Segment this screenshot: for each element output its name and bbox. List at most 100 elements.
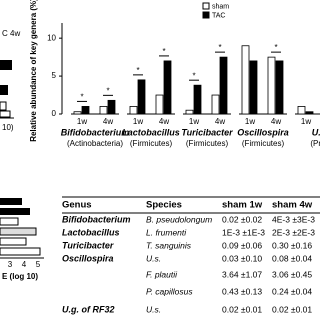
table-cell: U.s. [146,253,161,263]
group-phylum: (Firmicutes) [242,139,285,148]
fragment-bar [0,247,41,256]
group-phylum: (Actinobacteria) [67,139,123,148]
legend-swatch [202,11,210,19]
fragment-bar [0,198,22,205]
table-cell: 0.08 ±0.04 [272,253,312,263]
bar [211,94,220,115]
group-label: Turicibacter [181,127,233,137]
table-cell: 4E-3 ±3E-3 [272,214,315,224]
table-cell: 0.24 ±0.04 [272,286,312,296]
bar [163,60,172,115]
bar [185,109,194,115]
table-cell: 0.02 ±0.02 [222,214,262,224]
group-phylum: (Prof [310,139,320,148]
fragment-bar [0,101,7,111]
significance: * [106,86,109,95]
x-tick-label: 4w [215,117,225,126]
significance: * [192,71,195,80]
fragment-bar [0,208,30,215]
y-tick-label: 5 [52,71,57,80]
significance: * [274,43,277,52]
fragment-tick: 5 [36,260,41,269]
x-tick-label: 1w [245,117,255,126]
bar [275,60,284,115]
x-tick-label: 1w [189,117,199,126]
table: Genus Species sham 1w sham 4w Bifidobacteriu… [62,196,320,314]
legend-label: TAC [212,12,225,19]
table-cell: 3.06 ±0.45 [272,269,312,279]
bar [99,106,108,115]
table-header: Species [146,200,182,211]
table-cell: L. frumenti [146,227,187,237]
group-label: Lactobacillus [122,127,180,137]
y-tick-label: 0 [52,109,57,118]
table-cell: U.s. [146,304,161,314]
bar [81,106,90,115]
group-phylum: (Firmicutes) [186,139,229,148]
fragment-bar [0,217,19,226]
fragment-bar [0,85,8,95]
bar [219,56,228,115]
x-tick-label: 1w [77,117,87,126]
x-tick-label: 4w [103,117,113,126]
group-phylum: (Firmicutes) [130,139,173,148]
table-cell: 0.30 ±0.16 [272,240,312,250]
bar [137,79,146,115]
table-cell: T. sanguinis [146,240,192,250]
bar [193,84,202,115]
fragment-tick: 3 [8,260,13,269]
table-cell: 0.43 ±0.13 [222,286,262,296]
table-cell: 0.09 ±0.06 [222,240,262,250]
legend: sham TAC [202,2,229,19]
table-cell: 0.02 ±0.01 [272,304,312,314]
x-tick-label: 1w [133,117,143,126]
table-header: sham 4w [272,200,313,211]
bar [155,94,164,115]
fragment-bar [0,227,37,236]
table-cell: 0.02 ±0.01 [222,304,262,314]
significance: * [218,43,221,52]
x-tick-label: 4w [271,117,281,126]
table-cell: 1E-3 ±1E-3 [222,227,265,237]
table-cell: B. pseudolongum [146,214,212,224]
fragment-axis-label: E (log 10) [2,272,38,281]
table-cell: Oscillospira [62,253,114,263]
table-cell: Bifidobacterium [62,214,131,224]
significance: * [136,66,139,75]
bar [249,60,258,115]
fragment-bar [0,110,11,118]
fragment-tick: 4 [22,260,27,269]
significance: * [162,47,165,56]
bar-chart: 0 5 10 Bifidobacterium (Actinobacteria) Lacto… [47,33,320,148]
fragment-bar [0,237,27,246]
table-cell: 2E-3 ±2E-3 [272,227,315,237]
group-label: Oscillospira [237,127,289,137]
table-cell: 0.03 ±0.10 [222,253,262,263]
group-label: Bifidobacterium [61,127,130,137]
group-label: U.g [312,127,320,137]
x-tick-label: 4w [159,117,169,126]
x-tick-label: 1w [301,117,311,126]
significance: * [80,93,83,102]
bar [241,45,250,115]
table-cell: Lactobacillus [62,227,120,237]
y-axis-label: Relative abundance of key genera (%) [29,0,38,142]
table-cell: 3.64 ±1.07 [222,269,262,279]
bar [305,111,314,115]
bar [73,111,82,115]
table-cell: Turicibacter [62,240,114,250]
y-tick-label: 10 [47,33,56,42]
bar [267,56,276,115]
fragment-title: C 4w [2,29,20,38]
table-cell: U.g. of RF32 [62,304,115,314]
table-cell: F. plautii [146,269,178,279]
bar [297,106,306,115]
legend-swatch [202,2,210,10]
table-header: sham 1w [222,200,263,211]
fragment-bar [0,60,12,70]
table-header: Genus [62,200,92,211]
fragment-axis-label: 10) [2,123,14,132]
bar [107,99,116,115]
legend-label: sham [212,3,229,10]
